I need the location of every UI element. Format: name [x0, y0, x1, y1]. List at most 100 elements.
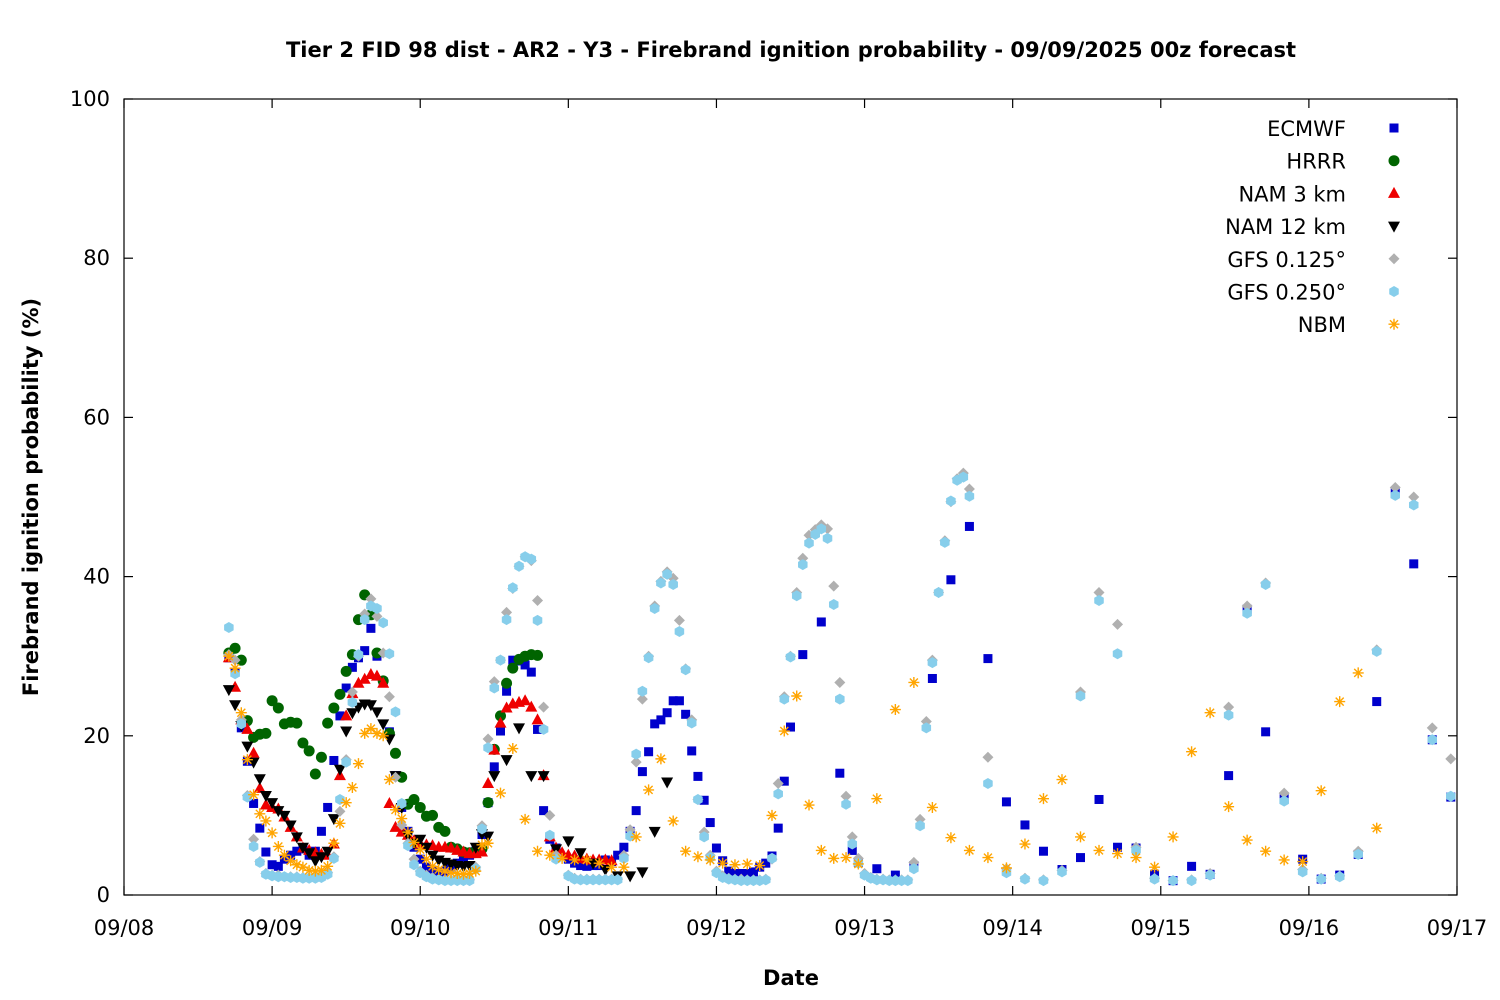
data-point	[1372, 697, 1382, 707]
data-point	[383, 691, 395, 703]
data-point	[1446, 790, 1456, 802]
data-point	[483, 742, 493, 754]
data-point	[636, 867, 649, 879]
data-point	[1371, 645, 1382, 657]
data-point	[680, 845, 692, 857]
x-tick-label: 09/14	[982, 916, 1043, 940]
data-point	[341, 756, 351, 768]
data-point	[841, 798, 851, 810]
data-point	[433, 864, 445, 876]
data-point	[761, 874, 771, 886]
data-point	[500, 755, 513, 767]
data-point	[778, 725, 790, 737]
data-point	[253, 774, 266, 786]
data-point	[1278, 854, 1290, 866]
data-point	[272, 806, 285, 818]
data-point	[278, 849, 290, 861]
data-point	[408, 793, 420, 805]
data-point	[711, 843, 721, 853]
data-point	[451, 868, 463, 880]
data-point	[576, 861, 586, 871]
data-point	[766, 809, 778, 821]
data-point	[322, 717, 334, 729]
data-point	[964, 490, 975, 502]
data-point	[255, 823, 265, 833]
data-point	[1001, 797, 1011, 807]
data-point	[661, 777, 674, 789]
data-point	[352, 758, 364, 770]
legend-label: ECMWF	[1267, 117, 1346, 141]
data-point	[1112, 848, 1124, 860]
data-point	[421, 862, 431, 872]
data-point	[532, 845, 544, 857]
legend-marker	[1388, 221, 1400, 233]
data-point	[261, 847, 271, 857]
series-nbm	[223, 650, 1383, 880]
data-point	[482, 797, 494, 809]
data-point	[945, 832, 957, 844]
data-point	[1352, 667, 1364, 679]
data-point	[1297, 856, 1309, 868]
data-point	[835, 768, 845, 778]
data-point	[1020, 873, 1030, 885]
data-point	[909, 863, 919, 875]
data-point	[290, 832, 303, 844]
data-point	[482, 831, 495, 843]
data-point	[1279, 795, 1289, 807]
data-point	[606, 861, 618, 873]
data-point	[815, 844, 827, 856]
data-point	[272, 840, 284, 852]
data-point	[562, 836, 575, 848]
data-point	[525, 771, 538, 783]
y-tick-label: 80	[83, 246, 110, 270]
data-point	[519, 694, 532, 706]
data-point	[804, 537, 814, 549]
data-point	[259, 798, 272, 810]
data-point	[908, 676, 920, 688]
data-point	[656, 715, 666, 725]
data-point	[1149, 861, 1161, 873]
data-point	[384, 648, 395, 660]
data-point	[322, 868, 333, 880]
data-point	[1389, 481, 1401, 493]
data-point	[254, 808, 266, 820]
data-point	[1426, 722, 1438, 734]
data-point	[377, 676, 390, 688]
data-point	[323, 802, 333, 812]
x-tick-label: 09/09	[242, 916, 303, 940]
data-point	[656, 577, 666, 589]
legend-item: GFS 0.125°	[1227, 248, 1400, 272]
data-point	[612, 874, 623, 886]
x-tick-label: 09/10	[390, 916, 451, 940]
y-tick-label: 40	[83, 565, 110, 589]
data-point	[730, 869, 740, 879]
data-point	[426, 850, 439, 862]
data-point	[539, 806, 549, 816]
data-point	[846, 831, 858, 843]
data-point	[662, 568, 672, 580]
data-point	[445, 867, 457, 879]
legend-item: NBM	[1298, 313, 1400, 337]
data-point	[235, 654, 247, 666]
data-point	[366, 623, 376, 633]
data-point	[1149, 873, 1160, 885]
series-hrrr	[223, 589, 544, 859]
data-point	[303, 864, 315, 876]
data-point	[255, 856, 265, 868]
data-point	[463, 861, 476, 873]
data-point	[538, 723, 549, 735]
data-point	[371, 610, 383, 622]
data-point	[519, 813, 531, 825]
data-point	[383, 796, 396, 808]
data-point	[983, 778, 993, 790]
data-point	[482, 837, 494, 849]
data-point	[439, 825, 451, 837]
data-point	[816, 523, 827, 535]
data-point	[415, 854, 425, 864]
data-point	[668, 696, 678, 706]
data-point	[526, 667, 536, 677]
x-tick-label: 09/17	[1427, 916, 1488, 940]
data-point	[495, 654, 506, 666]
data-point	[872, 864, 882, 874]
axis-ticks: 09/08 09/09 09/10 09/11 09/12 09/13 09/14 09/15…	[70, 87, 1487, 940]
